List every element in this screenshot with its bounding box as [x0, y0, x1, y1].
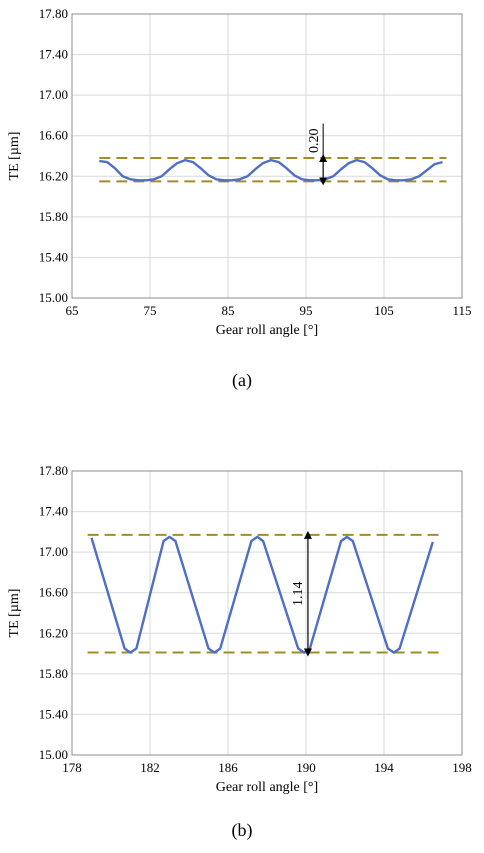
- y-axis-label: TE [µm]: [7, 132, 22, 181]
- amplitude-annotation: 0.20: [307, 123, 328, 186]
- y-tick-label: 16.60: [39, 128, 68, 143]
- chart-panel-a: 15.00 15.40 15.80 16.20 16.60 17.00 17.40 17.80…: [7, 6, 472, 391]
- y-tick-label: 17.80: [39, 463, 68, 478]
- x-tick-label: 65: [66, 303, 79, 318]
- x-tick-label: 198: [452, 760, 472, 775]
- y-tick-label: 15.40: [39, 706, 68, 721]
- y-tick-label: 15.00: [39, 747, 68, 762]
- y-tick-labels: 15.00 15.40 15.80 16.20 16.60 17.00 17.40 17.80: [39, 6, 68, 305]
- reference-lines: [87, 533, 443, 654]
- x-tick-label: 95: [300, 303, 313, 318]
- x-tick-label: 190: [296, 760, 316, 775]
- x-tick-label: 182: [140, 760, 160, 775]
- y-tick-label: 15.80: [39, 666, 68, 681]
- reference-lines: [99, 157, 447, 183]
- series-line: [90, 535, 434, 654]
- y-tick-label: 16.20: [39, 625, 68, 640]
- series-line: [99, 158, 443, 182]
- y-tick-label: 17.40: [39, 504, 68, 519]
- annotation-text: 1.14: [291, 581, 306, 606]
- x-tick-labels: 65 75 85 95 105 115: [66, 303, 472, 318]
- grid-lines: [71, 470, 463, 756]
- grid-lines: [71, 13, 463, 299]
- y-axis-label: TE [µm]: [7, 589, 22, 638]
- x-axis-label: Gear roll angle [°]: [216, 323, 318, 338]
- panel-label: (a): [232, 370, 252, 391]
- x-tick-label: 115: [452, 303, 471, 318]
- annotation-text: 0.20: [307, 129, 322, 154]
- x-tick-label: 105: [374, 303, 394, 318]
- x-axis-label: Gear roll angle [°]: [216, 780, 318, 795]
- plot-frame: [71, 470, 463, 756]
- x-tick-label: 75: [144, 303, 157, 318]
- y-tick-label: 17.00: [39, 87, 68, 102]
- y-tick-label: 15.80: [39, 209, 68, 224]
- x-tick-labels: 178 182 186 190 194 198: [62, 760, 472, 775]
- y-tick-label: 17.80: [39, 6, 68, 21]
- plot-frame: [71, 13, 463, 299]
- y-tick-label: 15.00: [39, 290, 68, 305]
- chart-panel-b: 15.00 15.40 15.80 16.20 16.60 17.00 17.40 17.80…: [7, 463, 472, 841]
- x-tick-label: 194: [374, 760, 394, 775]
- y-tick-label: 16.60: [39, 585, 68, 600]
- y-tick-label: 16.20: [39, 168, 68, 183]
- x-tick-label: 85: [222, 303, 235, 318]
- y-tick-label: 17.40: [39, 47, 68, 62]
- x-tick-label: 186: [218, 760, 238, 775]
- amplitude-annotation: 1.14: [291, 530, 312, 657]
- y-tick-label: 17.00: [39, 544, 68, 559]
- panel-label: (b): [232, 820, 253, 841]
- y-tick-label: 15.40: [39, 249, 68, 264]
- y-tick-labels: 15.00 15.40 15.80 16.20 16.60 17.00 17.40 17.80: [39, 463, 68, 762]
- x-tick-label: 178: [62, 760, 82, 775]
